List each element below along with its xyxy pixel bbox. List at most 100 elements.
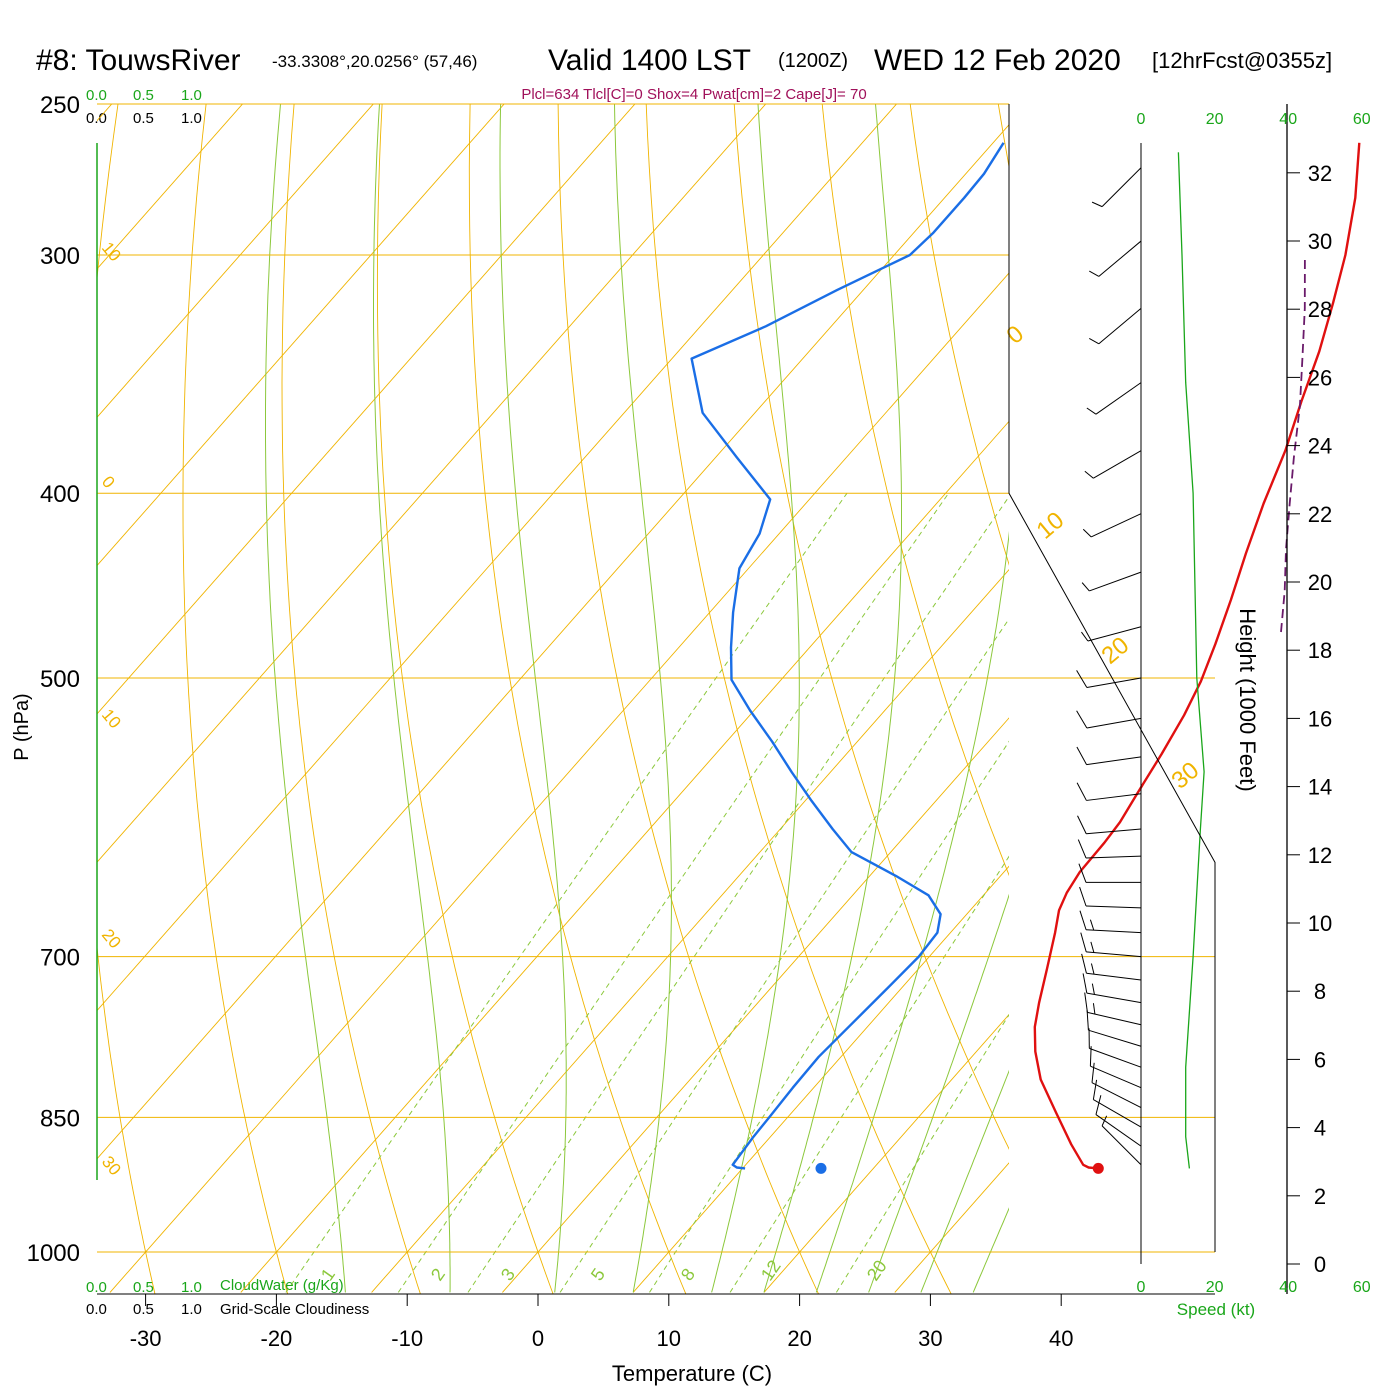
wind-barb-flag xyxy=(1084,992,1088,1013)
x-tick-label: 30 xyxy=(918,1326,942,1351)
wind-barb xyxy=(1076,710,1142,729)
wind-barb-shaft xyxy=(1086,951,1142,958)
cloudiness-tick: 0.5 xyxy=(133,110,154,127)
wind-barb-flag xyxy=(1086,1010,1089,1031)
cloudiness-tick: 0.0 xyxy=(86,1301,107,1318)
isotherm-line xyxy=(371,569,1009,1293)
cloudiness-scale-bottom: 0.0 0.5 1.0 Grid-Scale Cloudiness xyxy=(86,1301,369,1318)
height-tick-label: 2 xyxy=(1314,1184,1326,1209)
mixing-ratio-line xyxy=(835,1013,1009,1293)
dry-adiabat-line xyxy=(97,104,156,1294)
wind-barb xyxy=(1076,782,1142,801)
wind-barb xyxy=(1086,1010,1142,1047)
wind-barb xyxy=(1080,932,1142,958)
wind-barb-shaft xyxy=(1086,828,1142,835)
mixing-ratio-label: 3 xyxy=(497,1265,519,1285)
mixing-ratio-label: 20 xyxy=(863,1256,891,1284)
wind-barb-flag xyxy=(1090,941,1095,953)
wind-barb-shaft xyxy=(1086,756,1142,766)
isotherm-line xyxy=(763,1013,1009,1293)
pressure-label: 1000 xyxy=(27,1240,80,1267)
height-tick-label: 24 xyxy=(1308,434,1332,459)
moist-adiabat-line xyxy=(711,104,800,1293)
height-tick-label: 8 xyxy=(1314,979,1326,1004)
wind-barb-shaft xyxy=(1101,167,1142,207)
isotherm-label: 0 xyxy=(98,472,119,491)
cloudwater-tick: 0.5 xyxy=(133,1279,154,1296)
wind-barb-shaft xyxy=(1086,972,1142,981)
speed-tick-label: 60 xyxy=(1353,1279,1371,1296)
wind-barb-flag xyxy=(1091,983,1095,995)
height-tick-label: 26 xyxy=(1308,365,1332,390)
cloudiness-tick: 0.0 xyxy=(86,110,107,127)
wind-barb-flag xyxy=(1092,1003,1096,1015)
wind-barb-shaft xyxy=(1093,450,1142,479)
surface-temperature-dot xyxy=(1092,1162,1104,1174)
stability-indices: Plcl=634 Tlcl[C]=0 Shox=4 Pwat[cm]=2 Cap… xyxy=(521,86,866,103)
height-tick-label: 16 xyxy=(1308,706,1332,731)
wind-barb xyxy=(1089,240,1142,277)
wind-barb xyxy=(1078,863,1141,883)
wind-barb-shaft xyxy=(1095,1114,1142,1147)
wind-barb-shaft xyxy=(1086,929,1142,934)
height-tick-label: 28 xyxy=(1308,297,1332,322)
speed-tick-label: 0 xyxy=(1137,111,1146,128)
y-axis-title: P (hPa) xyxy=(11,693,33,760)
dry-adiabat-line xyxy=(376,104,554,1294)
dry-adiabat-line xyxy=(821,104,1009,877)
cloudiness-tick: 1.0 xyxy=(181,110,202,127)
wind-barb-shaft xyxy=(1098,308,1142,345)
dry-adiabat-line xyxy=(1167,70,1400,1300)
isotherm-line xyxy=(97,104,898,1012)
mixing-ratio-line xyxy=(729,855,1009,1293)
sounding-traces xyxy=(690,142,1361,1174)
coords-label: -33.3308°,20.0256° (57,46) xyxy=(272,52,477,71)
wind-barb-flag xyxy=(1078,863,1087,883)
wind-barb-flag xyxy=(1081,582,1090,592)
axes: -30 -20 -10 0 10 20 30 402503004005007008501000… xyxy=(27,92,1371,1351)
wind-barb-flag xyxy=(1076,670,1088,688)
isotherm-line xyxy=(109,272,1009,1293)
dry-adiabat-line xyxy=(0,70,36,1300)
isotherm-label: 10 xyxy=(98,705,125,732)
wind-barb xyxy=(1079,886,1142,909)
wind-barb-shaft xyxy=(1101,1125,1142,1166)
wind-barb xyxy=(1089,1046,1142,1089)
wind-barb-flag xyxy=(1081,631,1089,642)
temperature-trace xyxy=(1033,142,1361,1170)
wind-barb-flag xyxy=(1089,337,1100,345)
wind-barb xyxy=(1079,910,1142,934)
wind-barb-flag xyxy=(1082,973,1088,994)
wind-barb-flag xyxy=(1081,953,1087,974)
isotherm-line xyxy=(97,104,505,567)
x-tick-label: 10 xyxy=(657,1326,681,1351)
moist-adiabat-line xyxy=(868,893,1009,1293)
speed-tick-label: 60 xyxy=(1353,111,1371,128)
plot-area xyxy=(0,0,1400,1300)
wind-barb xyxy=(1082,513,1142,538)
wind-barb-shaft xyxy=(1087,1011,1142,1026)
wind-barb-shaft xyxy=(1089,1047,1142,1068)
wind-barb-flag xyxy=(1092,1079,1098,1100)
dry-adiabat-line xyxy=(281,104,421,1294)
dry-adiabat-line xyxy=(733,104,1009,1150)
mixing-ratio-label: 2 xyxy=(427,1265,449,1285)
height-tick-label: 18 xyxy=(1308,638,1332,663)
surface-dewpoint-dot xyxy=(815,1162,827,1174)
isotherm-line xyxy=(97,104,374,418)
isotherm-line xyxy=(1156,0,1400,1292)
x-tick-label: 40 xyxy=(1049,1326,1073,1351)
wind-speed-profile xyxy=(1177,152,1205,1169)
x-tick-label: 0 xyxy=(532,1326,544,1351)
wind-barb-shaft xyxy=(1086,855,1142,859)
wind-barb-flag xyxy=(1091,201,1103,208)
wind-barb-shaft xyxy=(1086,717,1142,729)
cloudiness-tick: 1.0 xyxy=(181,1301,202,1318)
wind-barb-shaft xyxy=(1089,571,1142,592)
height-tick-label: 14 xyxy=(1308,775,1332,800)
cloudiness-tick: 0.5 xyxy=(133,1301,154,1318)
wind-barb-flag xyxy=(1079,886,1087,907)
mixing-ratio-label: 12 xyxy=(757,1256,785,1284)
dry-adiabat-line xyxy=(909,104,1009,566)
wind-barb-shaft xyxy=(1086,793,1142,801)
